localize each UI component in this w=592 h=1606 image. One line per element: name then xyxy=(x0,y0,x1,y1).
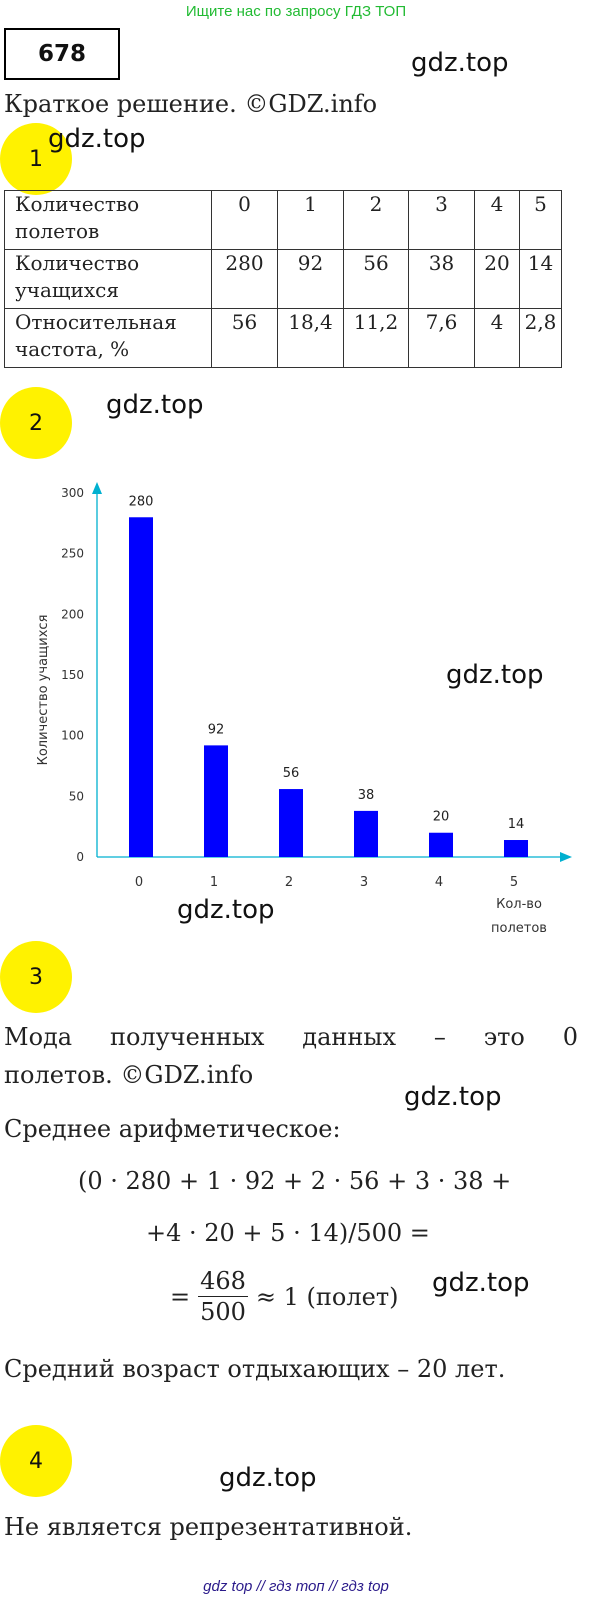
x-tick-label: 4 xyxy=(435,875,443,890)
fraction-denominator: 500 xyxy=(200,1298,246,1326)
y-axis-label: Количество учащихся xyxy=(36,615,51,766)
table-row-label: Количество полетов xyxy=(4,190,212,250)
watermark: gdz.top xyxy=(411,48,509,78)
bar xyxy=(429,832,453,857)
data-label: 14 xyxy=(508,817,525,832)
table-row-label: Относительная частота, % xyxy=(4,308,212,368)
table-cell: 11,2 xyxy=(343,308,409,368)
x-tick-label: 1 xyxy=(210,875,218,890)
step-marker-2: 2 xyxy=(0,387,72,459)
table-row: Количество учащихся 280 92 56 38 20 14 xyxy=(4,249,562,309)
formula-line3: = 468 500 ≈ 1 (полет) xyxy=(170,1266,398,1327)
watermark: gdz.top xyxy=(48,124,146,154)
y-tick-label: 300 xyxy=(61,486,84,500)
table-cell: 92 xyxy=(277,249,344,309)
y-tick-label: 250 xyxy=(61,547,84,561)
footer-links: gdz top // гдз топ // гдз top xyxy=(203,1578,389,1595)
y-tick-label: 50 xyxy=(69,789,84,803)
formula-result: ≈ 1 (полет) xyxy=(255,1282,399,1311)
table-cell: 20 xyxy=(474,249,520,309)
table-cell: 3 xyxy=(408,190,475,250)
table-cell: 7,6 xyxy=(408,308,475,368)
fraction-numerator: 468 xyxy=(198,1267,248,1297)
brief-solution-label: Краткое решение. ©GDZ.info xyxy=(4,90,378,118)
x-tick-label: 2 xyxy=(285,875,293,890)
formula-line1: (0 · 280 + 1 · 92 + 2 · 56 + 3 · 38 + xyxy=(78,1167,512,1195)
mode-text-line2: полетов. ©GDZ.info xyxy=(4,1061,254,1089)
x-tick-label: 0 xyxy=(135,875,143,890)
step-marker-1: 1 xyxy=(0,123,72,195)
age-line: Средний возраст отдыхающих – 20 лет. xyxy=(4,1355,506,1383)
answer-text: Не является репрезентативной. xyxy=(4,1513,413,1541)
mode-text-line1: Мода полученных данных – это 0 xyxy=(4,1023,578,1051)
table-cell: 0 xyxy=(211,190,278,250)
watermark: gdz.top xyxy=(404,1082,502,1112)
bar xyxy=(129,517,153,857)
table-cell: 4 xyxy=(474,190,520,250)
data-label: 20 xyxy=(433,810,450,825)
table-cell: 280 xyxy=(211,249,278,309)
table-row: Относительная частота, % 56 18,4 11,2 7,6… xyxy=(4,308,562,368)
data-label: 38 xyxy=(358,788,375,803)
table-cell: 1 xyxy=(277,190,344,250)
x-tick-label: 3 xyxy=(360,875,368,890)
table-cell: 2 xyxy=(343,190,409,250)
fraction: 468 500 xyxy=(198,1266,248,1327)
table-row-label: Количество учащихся xyxy=(4,249,212,309)
table-cell: 14 xyxy=(519,249,562,309)
step-marker-3: 3 xyxy=(0,941,72,1013)
x-axis-label-line2: полетов xyxy=(491,921,547,936)
mean-label: Среднее арифметическое: xyxy=(4,1115,341,1143)
y-tick-label: 0 xyxy=(76,850,84,864)
watermark: gdz.top xyxy=(446,660,544,690)
data-label: 56 xyxy=(283,766,300,781)
formula-line2: +4 · 20 + 5 · 14)/500 = xyxy=(146,1219,430,1247)
table-cell: 56 xyxy=(211,308,278,368)
table-cell: 38 xyxy=(408,249,475,309)
y-tick-label: 150 xyxy=(61,668,84,682)
y-axis-arrow xyxy=(92,482,102,494)
equals-sign: = xyxy=(170,1282,191,1311)
x-axis-arrow xyxy=(560,852,572,862)
watermark: gdz.top xyxy=(432,1268,530,1298)
table-row: Количество полетов 0 1 2 3 4 5 xyxy=(4,190,562,250)
table-cell: 18,4 xyxy=(277,308,344,368)
exercise-number: 678 xyxy=(4,28,120,80)
bar xyxy=(504,840,528,857)
data-label: 280 xyxy=(129,494,154,509)
step-marker-4: 4 xyxy=(0,1425,72,1497)
watermark: gdz.top xyxy=(219,1463,317,1493)
frequency-table: Количество полетов 0 1 2 3 4 5 Количество… xyxy=(4,190,562,368)
x-axis-label-line1: Кол-во xyxy=(496,897,542,912)
watermark: gdz.top xyxy=(106,390,204,420)
top-banner: Ищите нас по запросу ГДЗ ТОП xyxy=(185,3,407,20)
data-label: 92 xyxy=(208,722,225,737)
bar xyxy=(204,745,228,857)
table-cell: 4 xyxy=(474,308,520,368)
bar xyxy=(354,810,378,857)
y-tick-label: 200 xyxy=(61,607,84,621)
table-cell: 56 xyxy=(343,249,409,309)
table-cell: 2,8 xyxy=(519,308,562,368)
table-cell: 5 xyxy=(519,190,562,250)
y-tick-label: 100 xyxy=(61,729,84,743)
x-tick-label: 5 xyxy=(510,875,518,890)
bar xyxy=(279,789,303,857)
watermark: gdz.top xyxy=(177,895,275,925)
